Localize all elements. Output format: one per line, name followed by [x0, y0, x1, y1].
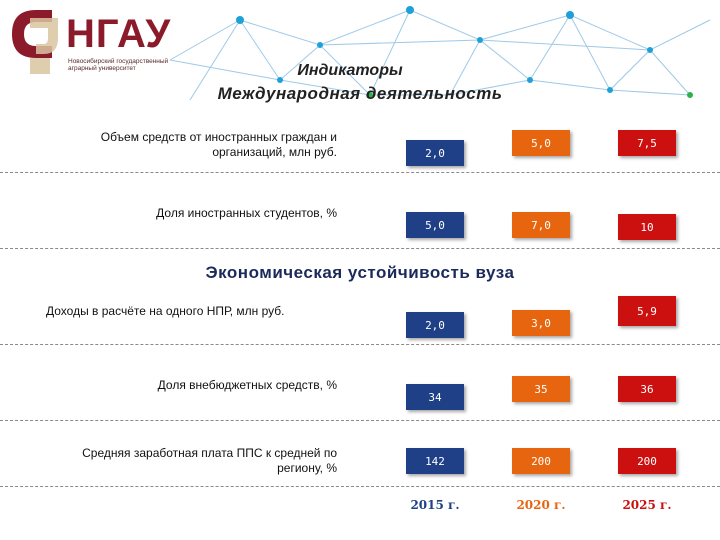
row-divider	[0, 344, 720, 345]
page-subtitle: Международная деятельность	[217, 84, 503, 103]
value-2020: 7,0	[512, 212, 570, 238]
row-divider	[0, 248, 720, 249]
value-2020: 5,0	[512, 130, 570, 156]
value-2015: 5,0	[406, 212, 464, 238]
section-title: Экономическая устойчивость вуза	[205, 263, 515, 282]
value-2025: 36	[618, 376, 676, 402]
indicator-label: Доля иностранных студентов, %	[156, 206, 337, 220]
value-2020: 35	[512, 376, 570, 402]
value-2025: 10	[618, 214, 676, 240]
year-2025-label: 2025 г.	[622, 498, 672, 512]
indicator-label: Доходы в расчёте на одного НПР, млн руб.	[46, 304, 285, 318]
indicator-label: Доля внебюджетных средств, %	[157, 378, 337, 392]
year-2015-label: 2015 г.	[410, 498, 460, 512]
page-title: Индикаторы	[297, 62, 403, 79]
row-divider	[0, 420, 720, 421]
logo-mark-icon	[12, 10, 58, 74]
university-logo: НГАУ Новосибирский государственный аграр…	[6, 4, 196, 78]
row-divider	[0, 486, 720, 487]
indicator-label: Средняя заработная плата ППС к средней п…	[82, 446, 337, 475]
year-2020-label: 2020 г.	[516, 498, 566, 512]
value-2025: 5,9	[618, 296, 676, 326]
value-2015: 2,0	[406, 140, 464, 166]
value-2015: 142	[406, 448, 464, 474]
row-divider	[0, 172, 720, 173]
value-2020: 200	[512, 448, 570, 474]
indicator-label: Объем средств от иностранных граждан и о…	[100, 130, 337, 159]
value-2015: 2,0	[406, 312, 464, 338]
value-2020: 3,0	[512, 310, 570, 336]
value-2025: 7,5	[618, 130, 676, 156]
logo-subtitle: Новосибирский государственный аграрный у…	[68, 58, 169, 72]
logo-name: НГАУ	[66, 12, 172, 56]
value-2015: 34	[406, 384, 464, 410]
network-decoration	[169, 6, 711, 101]
value-2025: 200	[618, 448, 676, 474]
